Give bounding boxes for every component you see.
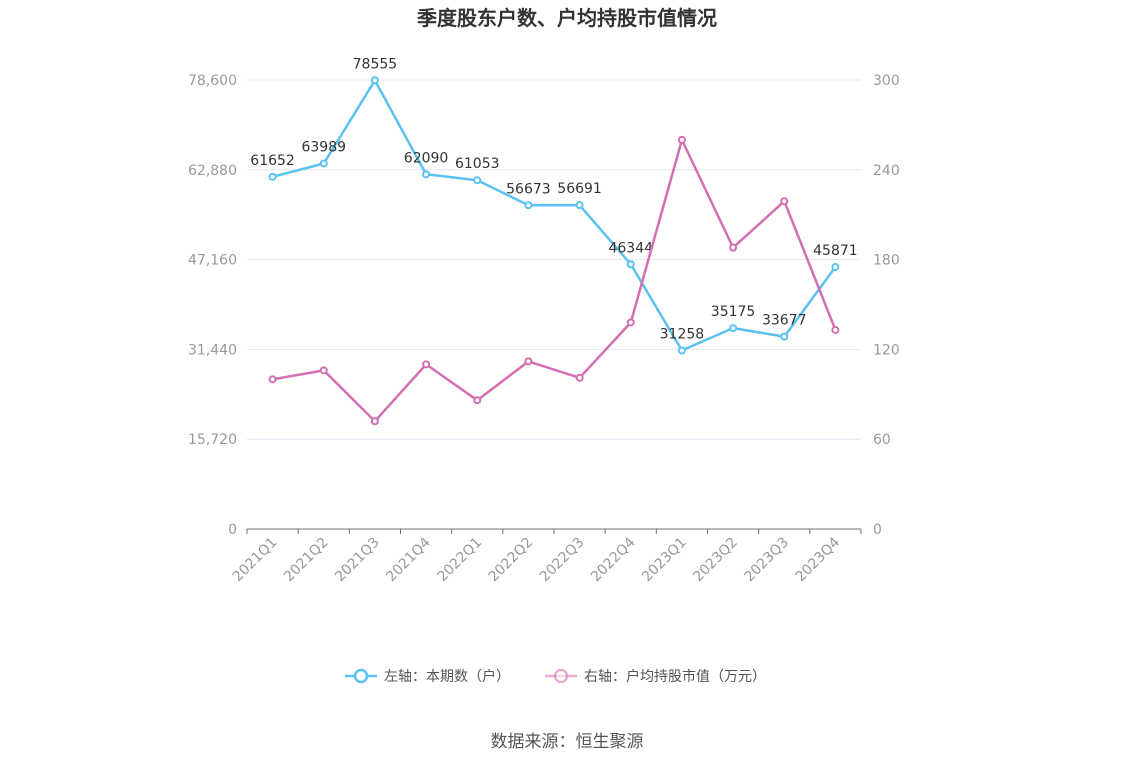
data-point	[626, 260, 635, 269]
data-point	[831, 325, 840, 334]
x-tick-label: 2022Q3	[537, 535, 588, 586]
data-label: 61652	[250, 153, 295, 169]
data-label: 45871	[813, 243, 858, 259]
legend-label: 右轴：户均持股市值（万元）	[584, 668, 766, 685]
x-tick-label: 2022Q4	[588, 534, 639, 585]
x-tick-label: 2021Q1	[230, 535, 281, 586]
data-point	[780, 197, 789, 206]
y-right-tick-label: 0	[873, 522, 882, 538]
data-point	[473, 176, 482, 185]
data-label: 61053	[455, 156, 500, 172]
data-point	[268, 375, 277, 384]
legend-marker	[553, 668, 569, 684]
series-1: 61652 63989 78555 62090 61053 56673 56691 46344…	[250, 56, 858, 355]
data-point	[677, 135, 686, 144]
data-point	[729, 324, 738, 333]
data-point	[422, 170, 431, 179]
x-tick-label: 2023Q4	[793, 534, 844, 585]
series-group: 61652 63989 78555 62090 61053 56673 56691 46344…	[250, 56, 858, 426]
data-point	[370, 76, 379, 85]
x-tick-label: 2022Q2	[486, 535, 537, 586]
data-point	[524, 201, 533, 210]
data-label: 33677	[762, 313, 807, 329]
y-left-tick-label: 31,440	[188, 342, 237, 358]
x-axis: 2021Q1 2021Q2 2021Q3 2021Q4 2022Q1 2022Q2 2022…	[230, 528, 862, 586]
data-point	[319, 159, 328, 168]
legend-item-1: 左轴：本期数（户）	[345, 668, 510, 685]
legend-label: 左轴：本期数（户）	[384, 668, 510, 685]
data-label: 62090	[404, 150, 449, 166]
data-point	[473, 396, 482, 405]
legend-item-2: 右轴：户均持股市值（万元）	[545, 668, 766, 685]
data-point	[575, 201, 584, 210]
source-text: 数据来源：恒生聚源	[491, 732, 644, 752]
x-tick-label: 2022Q1	[434, 535, 485, 586]
series-line	[272, 79, 837, 352]
y-right-tick-label: 60	[873, 432, 891, 448]
data-point	[729, 243, 738, 252]
chart-title: 季度股东户数、户均持股市值情况	[416, 6, 717, 30]
data-point	[626, 318, 635, 327]
data-label: 31258	[660, 326, 705, 342]
x-tick-label: 2023Q1	[639, 535, 690, 586]
data-point	[268, 172, 277, 181]
data-point	[575, 373, 584, 382]
y-left-tick-label: 15,720	[188, 432, 237, 448]
data-point	[422, 360, 431, 369]
data-label: 63989	[301, 139, 346, 155]
legend: 左轴：本期数（户） 右轴：户均持股市值（万元）	[345, 668, 766, 685]
data-label: 46344	[608, 240, 653, 256]
series-line	[272, 138, 837, 423]
y-left-tick-label: 0	[228, 522, 237, 538]
data-point	[319, 366, 328, 375]
y-right-tick-label: 180	[873, 253, 900, 269]
y-axis-right: 0 60 120 180 240 300	[873, 73, 900, 538]
data-point	[370, 417, 379, 426]
x-tick-label: 2021Q2	[281, 535, 332, 586]
y-left-tick-label: 62,880	[188, 163, 237, 179]
y-axis-left: 0 15,720 31,440 47,160 62,880 78,600	[188, 73, 237, 538]
x-tick-label: 2023Q3	[741, 535, 792, 586]
y-right-tick-label: 300	[873, 73, 900, 89]
x-tick-label: 2023Q2	[690, 535, 741, 586]
y-left-tick-label: 47,160	[188, 253, 237, 269]
data-label: 35175	[711, 304, 756, 320]
grid-lines	[247, 79, 861, 440]
legend-marker	[353, 668, 369, 684]
data-point	[677, 346, 686, 355]
x-tick-label: 2021Q3	[332, 535, 383, 586]
data-point	[831, 262, 840, 271]
data-point	[524, 357, 533, 366]
series-2	[268, 135, 840, 426]
x-tick-label: 2021Q4	[383, 534, 434, 585]
data-label: 56691	[557, 181, 602, 197]
y-right-tick-label: 120	[873, 342, 900, 358]
y-left-tick-label: 78,600	[188, 73, 237, 89]
y-right-tick-label: 240	[873, 163, 900, 179]
data-label: 78555	[353, 56, 398, 72]
data-label: 56673	[506, 181, 551, 197]
data-point	[780, 332, 789, 341]
